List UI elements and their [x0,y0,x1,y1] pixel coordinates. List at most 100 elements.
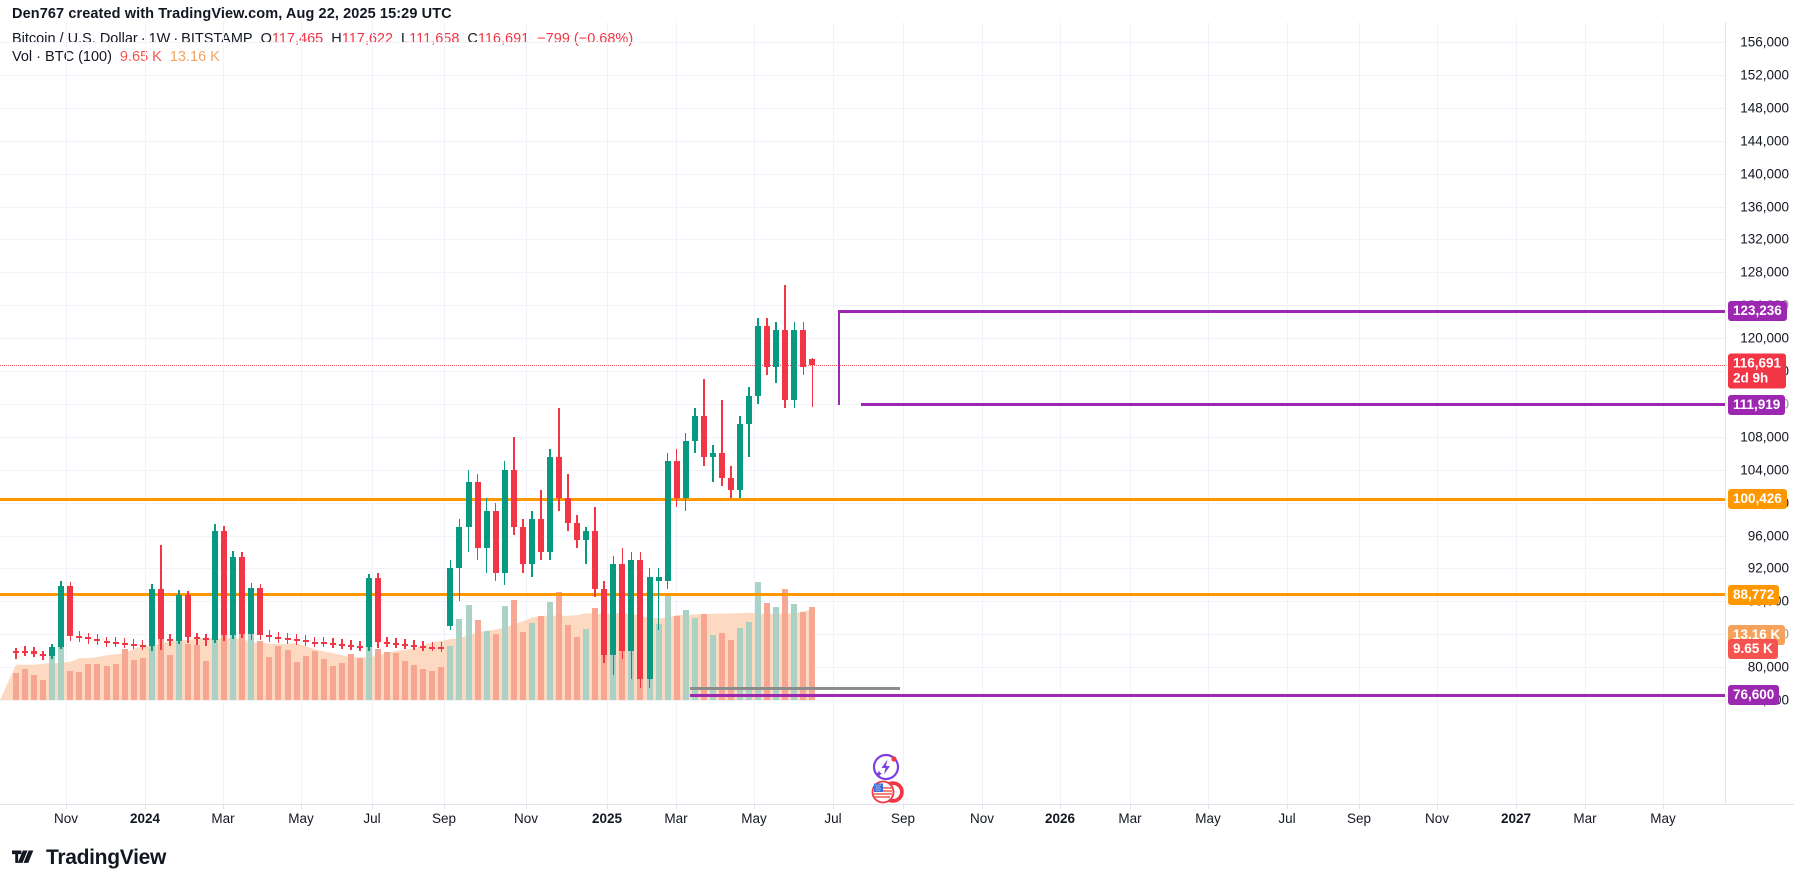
price-badge-countdown: 2d 9h [1733,370,1769,386]
volume-bar [565,625,572,700]
candle-wick [657,568,660,631]
volume-bar [266,656,273,700]
time-axis-separator [833,805,834,809]
volume-bar [230,621,237,700]
candle-wick [132,639,135,649]
candle-body [519,527,526,565]
volume-bar [40,679,47,700]
price-badge-support-lower[interactable]: 76,600 [1728,685,1780,706]
legend-high-value: 117,622 [341,31,394,47]
legend-high: H117,622 [331,30,393,48]
candle-body [76,635,83,638]
vertical-gridline [145,22,146,804]
horizontal-gridline [0,634,1725,636]
horizontal-gridline [0,305,1725,307]
horizontal-gridline [0,206,1725,208]
vertical-gridline [833,22,834,804]
volume-bar [773,606,780,700]
price-badge-level-100k[interactable]: 100,426 [1728,489,1787,510]
candle-body [746,395,753,425]
vertical-gridline [1130,22,1131,804]
volume-bar [809,607,816,700]
candle-body [58,585,65,647]
volume-bar [800,611,807,700]
candle-body [393,643,400,646]
price-axis-tick: 148,000 [1740,100,1789,116]
candle-wick [359,640,361,651]
candle-body [791,329,798,400]
country-flags-badge[interactable] [871,779,904,809]
price-axis-tick: 156,000 [1740,34,1789,50]
chart-plot-area[interactable] [0,22,1725,804]
time-axis[interactable]: Nov 2024 Mar May Jul Sep Nov 2025 Mar May Jul Sep No… [0,804,1794,835]
price-axis[interactable]: 156,000 152,000 148,000 144,000 140,000 136,0… [1725,22,1794,804]
legend-price-row[interactable]: Bitcoin / U.S. Dollar · 1W · BITSTAMP O1… [12,30,633,48]
gray-level-line[interactable] [690,686,900,690]
candle-body [601,588,608,655]
time-axis-tick: Jul [363,811,381,826]
time-axis-tick: Mar [211,811,235,826]
candle-body [501,469,508,573]
price-badge-value: 88,772 [1733,586,1775,602]
volume-bar [483,630,490,700]
purple-level-76600[interactable] [690,693,1725,697]
candle-body [510,469,517,528]
purple-level-connector[interactable] [838,311,840,405]
price-badge-support-mid[interactable]: 111,919 [1728,394,1786,415]
orange-level-88772[interactable] [0,593,1725,597]
purple-level-111919[interactable] [861,403,1725,407]
legend-volume-title[interactable]: Vol · BTC (100) [12,49,112,65]
candle-body [673,461,680,499]
time-axis-separator [1516,805,1517,809]
ai-insight-badge[interactable] [871,752,901,782]
candle-body [800,329,807,367]
volume-bar [275,646,282,700]
time-axis-tick: Sep [431,811,457,826]
legend-close-label: C [467,31,478,47]
chart-legend: Bitcoin / U.S. Dollar · 1W · BITSTAMP O1… [12,30,633,66]
candle-body [13,650,19,654]
time-axis-tick: May [741,811,767,826]
orange-level-100426[interactable] [0,497,1725,501]
candle-wick [712,445,714,483]
volume-bar [574,636,581,700]
legend-low: L111,658 [401,30,459,48]
price-axis-tick: 120,000 [1740,330,1789,346]
legend-interval[interactable]: 1W [148,31,171,47]
volume-bar [203,660,210,700]
volume-bar [718,632,725,700]
time-axis-separator [607,805,608,809]
legend-volume-row[interactable]: Vol · BTC (100) 9.65 K 13.16 K [12,48,633,66]
volume-bar [691,618,698,700]
legend-high-label: H [331,31,342,47]
horizontal-gridline [0,568,1725,570]
price-badge-value: 116,691 [1733,355,1782,371]
volume-bar [112,664,119,700]
candle-body [347,644,354,647]
price-badge-resistance-upper[interactable]: 123,236 [1728,301,1787,322]
candle-body [574,523,581,540]
legend-exchange[interactable]: BITSTAMP [181,31,253,47]
purple-level-123236[interactable] [838,309,1725,313]
time-axis-tick: 2026 [1044,811,1076,826]
vertical-gridline [982,22,983,804]
volume-bar [49,648,56,700]
legend-symbol[interactable]: Bitcoin / U.S. Dollar [12,31,138,47]
volume-bar [528,623,535,700]
price-badge-last-price[interactable]: 116,691 2d 9h [1728,353,1787,389]
volume-bar [31,675,38,700]
time-axis-separator [1287,805,1288,809]
time-axis-separator [676,805,677,809]
vertical-gridline [903,22,904,804]
volume-bar [583,628,590,700]
price-badge-volume-last[interactable]: 9.65 K [1728,639,1778,659]
time-axis-tick: 2024 [129,811,161,826]
legend-open: O117,465 [261,30,324,48]
volume-bar [411,665,418,700]
candle-body [230,556,237,635]
candle-wick [386,637,388,648]
last-price-line[interactable] [0,365,1725,367]
price-axis-tick: 80,000 [1747,659,1789,675]
price-badge-level-88k[interactable]: 88,772 [1728,584,1780,605]
horizontal-gridline [0,74,1725,76]
